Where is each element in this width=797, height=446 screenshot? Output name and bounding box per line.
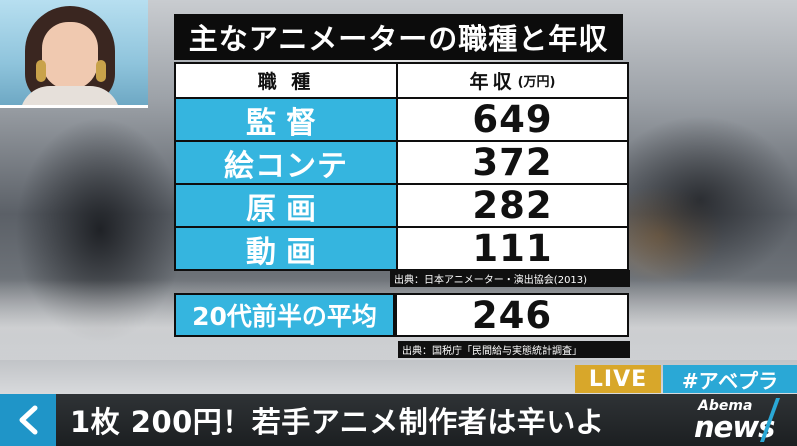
job-cell: 原画 xyxy=(176,185,396,227)
table-row: 監督 649 xyxy=(176,98,627,141)
average-label: 20代前半の平均 xyxy=(176,295,393,335)
ticker-headline: 1枚 200円！若手アニメ制作者は辛いよ xyxy=(70,405,605,439)
header-salary-unit: (万円) xyxy=(517,75,556,90)
table-row: 絵コンテ 372 xyxy=(176,141,627,184)
header-job: 職 種 xyxy=(176,64,396,97)
header-salary: 年収 (万円) xyxy=(398,64,627,97)
table-header-row: 職 種 年収 (万円) xyxy=(176,64,627,97)
earring-right xyxy=(96,60,106,82)
hashtag-badge[interactable]: #アベプラ xyxy=(663,365,797,393)
back-button[interactable] xyxy=(0,394,56,446)
table-row: 動画 111 xyxy=(176,227,627,270)
salary-cell: 372 xyxy=(398,141,627,184)
average-value: 246 xyxy=(397,294,627,337)
presenter-torso xyxy=(20,86,120,105)
presenter-face xyxy=(42,22,98,90)
job-cell: 動画 xyxy=(176,228,396,270)
average-salary-row: 20代前半の平均 246 xyxy=(174,293,629,337)
salary-table: 職 種 年収 (万円) 監督 649 絵コンテ 372 原画 282 動画 111 xyxy=(174,62,629,271)
chevron-left-icon xyxy=(19,405,38,435)
infographic-title: 主なアニメーターの職種と年収 xyxy=(174,14,623,60)
salary-cell: 649 xyxy=(398,98,627,141)
header-salary-label: 年収 xyxy=(469,71,516,93)
salary-cell: 111 xyxy=(398,227,627,270)
earring-left xyxy=(36,60,46,82)
job-cell: 監督 xyxy=(176,99,396,141)
job-cell: 絵コンテ xyxy=(176,142,396,184)
average-source-note: 出典：国税庁「民間給与実態統計調査」 xyxy=(398,341,630,358)
logo-abema-text: Abema xyxy=(698,398,753,414)
bottom-ticker: 1枚 200円！若手アニメ制作者は辛いよ xyxy=(0,394,797,446)
salary-cell: 282 xyxy=(398,184,627,227)
live-badge: LIVE xyxy=(575,365,661,393)
abema-news-logo: Abema news xyxy=(690,396,797,446)
table-row: 原画 282 xyxy=(176,184,627,227)
presenter-webcam-thumbnail xyxy=(0,0,148,108)
table-source-note: 出典：日本アニメーター・演出協会(2013) xyxy=(390,270,630,287)
